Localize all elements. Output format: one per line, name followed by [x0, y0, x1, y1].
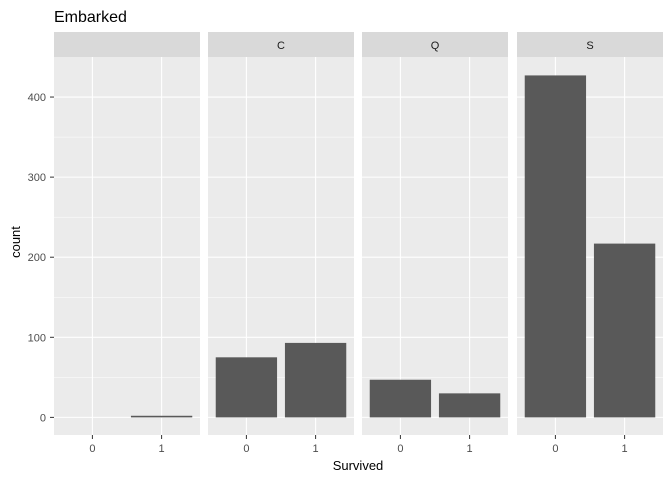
- y-tick-label: 100: [28, 332, 46, 344]
- bar: [524, 75, 587, 418]
- y-tick-label: 300: [28, 172, 46, 184]
- y-axis: 0 100 200 300 400: [28, 92, 54, 424]
- bar: [369, 379, 432, 418]
- x-tick-label: 1: [313, 443, 319, 455]
- facet-strip-label: C: [277, 40, 285, 52]
- x-tick-label: 0: [552, 443, 558, 455]
- bar: [593, 243, 656, 418]
- facet-panel: C 0 1: [208, 32, 354, 455]
- bar: [130, 415, 193, 418]
- x-axis-title: Survived: [333, 458, 384, 473]
- panel-background: [54, 57, 200, 435]
- facet-panel: S 0 1: [517, 32, 663, 455]
- facet-strip: [517, 32, 663, 57]
- facet-panel: Q 0 1: [362, 32, 508, 455]
- y-tick-label: 200: [28, 252, 46, 264]
- x-tick-label: 1: [159, 443, 165, 455]
- x-tick-label: 0: [397, 443, 403, 455]
- facet-strip: [54, 32, 200, 57]
- x-tick-label: 0: [89, 443, 95, 455]
- y-axis-title: count: [8, 226, 23, 258]
- facet-panels: 0 1C0 1Q0 1S0 1: [54, 32, 663, 455]
- facet-strip-label: S: [586, 40, 593, 52]
- bar: [215, 357, 278, 418]
- x-tick-label: 0: [243, 443, 249, 455]
- facet-strip: [208, 32, 354, 57]
- bar: [284, 342, 347, 418]
- y-tick-label: 400: [28, 92, 46, 104]
- x-tick-label: 1: [622, 443, 628, 455]
- bar: [438, 393, 501, 418]
- panel-background: [362, 57, 508, 435]
- x-tick-label: 1: [467, 443, 473, 455]
- y-tick-label: 0: [40, 412, 46, 424]
- facet-strip-label: Q: [431, 40, 440, 52]
- chart-title: Embarked: [54, 9, 127, 26]
- facet-strip: [362, 32, 508, 57]
